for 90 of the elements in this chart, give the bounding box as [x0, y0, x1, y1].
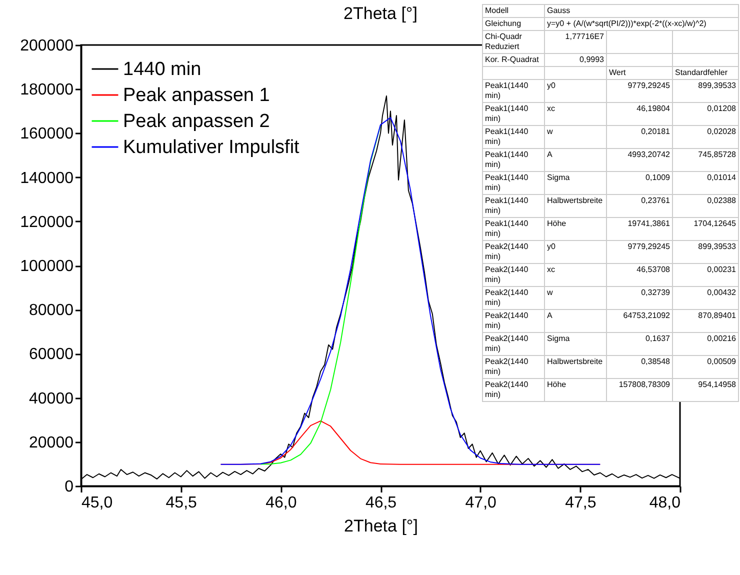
y-tick-label: 140000: [20, 170, 74, 187]
annotation: 0,1009: [606, 172, 672, 194]
annotation: 9779,29245: [606, 240, 672, 264]
annotation: Peak2(1440 min): [482, 240, 544, 264]
y-tick-label: 80000: [29, 302, 74, 320]
annotation: Peak2(1440 min): [482, 264, 544, 286]
x-tick-label: 46,0: [266, 494, 297, 512]
x-tick-label: 45,5: [166, 494, 198, 512]
y-tick-label: 20000: [29, 434, 74, 452]
annotation: Peak1(1440 min): [482, 148, 544, 172]
annotation: Peak1(1440 min): [482, 80, 544, 102]
y-tick-label: 40000: [29, 390, 74, 408]
annotation: Standardfehler: [672, 66, 738, 80]
y-tick-label: 120000: [20, 214, 74, 231]
annotation: 9779,29245: [606, 80, 672, 102]
text: 0,01208: [672, 102, 738, 126]
annotation: Sigma: [544, 172, 606, 194]
annotation: Peak2(1440 min): [482, 378, 544, 402]
annotation: 4993,20742: [606, 148, 672, 172]
annotation: Peak1(1440 min): [482, 102, 544, 126]
y-tick-label: 0: [64, 478, 74, 496]
text: 1704,12645: [672, 218, 738, 240]
text: 0,02388: [672, 194, 738, 218]
annotation: Peak1(1440 min): [482, 126, 544, 148]
text: 0,00432: [672, 286, 738, 310]
annotation: w: [544, 286, 606, 310]
annotation: Peak2(1440 min): [482, 356, 544, 378]
annotation: y0: [544, 240, 606, 264]
annotation: 46,53708: [606, 264, 672, 286]
legend-label: Kumulativer Impulsfit: [123, 137, 300, 158]
text: 745,85728: [672, 148, 738, 172]
y-tick-label: 180000: [20, 82, 74, 99]
annotation: Halbwertsbreite: [544, 194, 606, 218]
annotation: Kor. R-Quadrat: [482, 54, 544, 66]
text: 899,39533: [672, 240, 738, 264]
legend-label: Peak anpassen 2: [123, 111, 270, 132]
annotation: Höhe: [544, 218, 606, 240]
annotation: Chi-Quadr Reduziert: [482, 30, 544, 54]
annotation: Peak2(1440 min): [482, 332, 544, 356]
x-tick-label: 48,0: [649, 494, 681, 512]
x-axis-title: 2Theta [°]: [344, 516, 418, 536]
text: 899,39533: [672, 80, 738, 102]
x-tick-label: 47,5: [565, 494, 596, 512]
x-tick-label: 47,0: [465, 494, 497, 512]
annotation: A: [544, 310, 606, 332]
annotation: Peak2(1440 min): [482, 310, 544, 332]
annotation: 19741,3861: [606, 218, 672, 240]
annotation: Peak1(1440 min): [482, 194, 544, 218]
y-tick-label: 160000: [20, 126, 74, 143]
annotation: 0,23761: [606, 194, 672, 218]
y-tick-label: 60000: [29, 346, 74, 364]
annotation: 157808,78309: [606, 378, 672, 402]
text: 0,00231: [672, 264, 738, 286]
annotation: Halbwertsbreite: [544, 356, 606, 378]
annotation: A: [544, 148, 606, 172]
annotation: xc: [544, 102, 606, 126]
annotation: y0: [544, 80, 606, 102]
annotation: Peak2(1440 min): [482, 286, 544, 310]
annotation: xc: [544, 264, 606, 286]
annotation: Höhe: [544, 378, 606, 402]
annotation: 46,19804: [606, 102, 672, 126]
text: 1,77716E7: [544, 30, 606, 54]
text: 0,01014: [672, 172, 738, 194]
x-tick-label: 46,5: [365, 494, 397, 512]
x-tick-label: 45,0: [82, 494, 113, 512]
annotation: Peak1(1440 min): [482, 172, 544, 194]
text: 0,00509: [672, 356, 738, 378]
annotation: 0,32739: [606, 286, 672, 310]
text: 0,02028: [672, 126, 738, 148]
chart-title: 2Theta [°]: [344, 4, 418, 23]
text: Gauss: [544, 4, 738, 18]
annotation: Peak1(1440 min): [482, 218, 544, 240]
text: 870,89401: [672, 310, 738, 332]
annotation: Sigma: [544, 332, 606, 356]
annotation: 0,20181: [606, 126, 672, 148]
text: 0,00216: [672, 332, 738, 356]
annotation: 0,1637: [606, 332, 672, 356]
text: y=y0 + (A/(w*sqrt(PI/2)))*exp(-2*((x-xc)/w)^2): [544, 18, 738, 30]
text: 954,14958: [672, 378, 738, 402]
annotation: 0,9993: [544, 54, 606, 66]
text: Gleichung: [482, 18, 544, 30]
y-tick-label: 200000: [20, 38, 74, 54]
annotation: 0,38548: [606, 356, 672, 378]
legend-label: 1440 min: [123, 59, 202, 80]
annotation: w: [544, 126, 606, 148]
legend-label: Peak anpassen 1: [123, 85, 270, 106]
annotation: Wert: [606, 66, 672, 80]
annotation: 64753,21092: [606, 310, 672, 332]
text: Modell: [482, 4, 544, 18]
y-tick-label: 100000: [20, 258, 74, 275]
